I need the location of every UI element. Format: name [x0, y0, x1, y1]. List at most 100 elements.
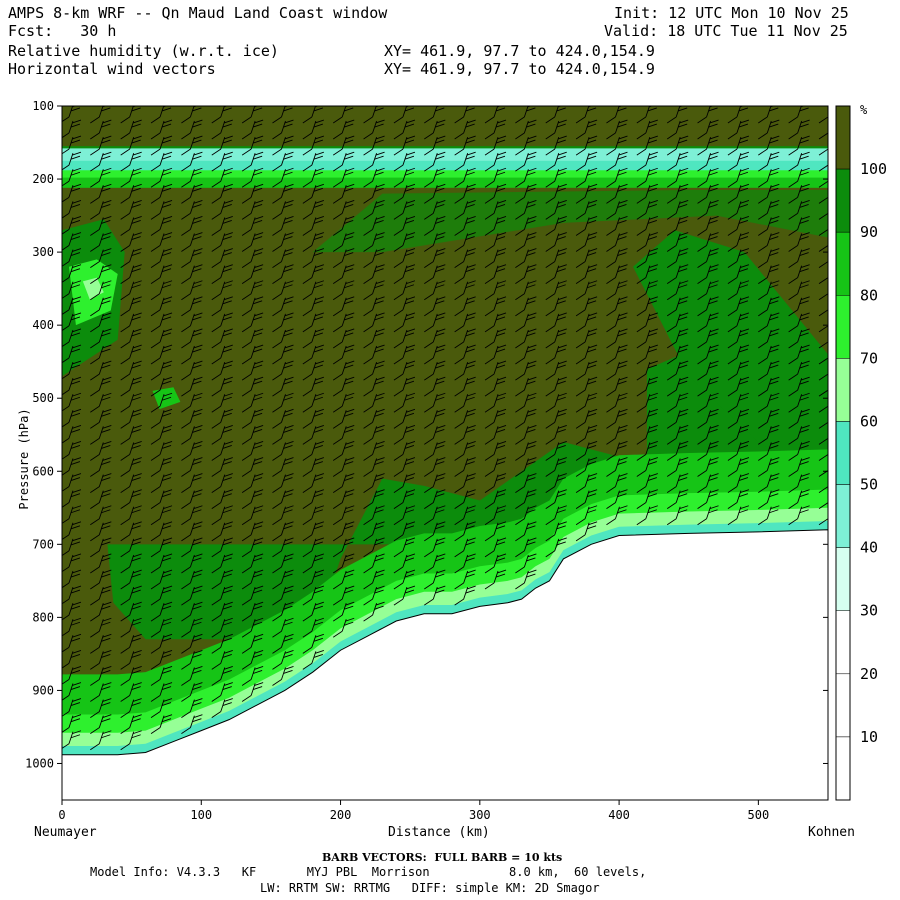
wind-barb: [62, 537, 82, 557]
wind-barb: [211, 119, 233, 140]
wind-barb: [818, 436, 828, 445]
wind-barb: [181, 601, 203, 622]
wind-barb: [363, 441, 385, 461]
wind-barb: [181, 248, 203, 268]
wind-barb: [727, 360, 750, 381]
wind-barb: [393, 537, 416, 558]
wind-barb: [120, 312, 142, 333]
wind-barb: [758, 183, 780, 204]
wind-barb: [241, 119, 264, 140]
wind-barb: [302, 264, 324, 285]
wind-barb: [424, 553, 446, 574]
wind-barb: [515, 296, 537, 317]
wind-barb: [150, 569, 173, 590]
wind-barb: [302, 585, 324, 606]
wind-barb: [515, 553, 537, 574]
wind-barb: [697, 505, 719, 526]
wind-barb: [211, 106, 232, 124]
wind-barb: [211, 151, 233, 172]
wind-barb: [636, 135, 658, 156]
wind-barb: [211, 441, 233, 461]
wind-barb: [788, 151, 810, 172]
wind-barb: [272, 569, 294, 590]
wind-barb: [363, 537, 385, 558]
wind-barb: [272, 312, 294, 333]
wind-barb: [454, 280, 476, 301]
wind-barb: [484, 569, 507, 590]
wind-barb: [727, 248, 750, 268]
wind-barb: [454, 328, 476, 349]
wind-barb: [636, 344, 658, 365]
wind-barb: [363, 183, 385, 204]
wind-barb: [150, 199, 173, 220]
wind-barb: [241, 106, 263, 124]
wind-barb: [302, 135, 324, 156]
wind-barb: [575, 360, 598, 381]
wind-barb: [62, 457, 82, 476]
wind-barb: [515, 441, 537, 461]
wind-barb: [62, 119, 82, 139]
wind-barb: [606, 489, 628, 510]
wind-barb: [150, 441, 173, 461]
wind-barb: [575, 106, 597, 124]
wind-barb: [666, 264, 689, 285]
wind-barb: [62, 183, 82, 203]
wind-barb: [575, 505, 598, 526]
wind-barb: [241, 199, 264, 220]
colorbar: 100 90 80 70 60 50 40 30 20 10%: [835, 103, 887, 801]
wind-barb: [758, 312, 780, 333]
y-tick-label: 300: [32, 245, 54, 259]
wind-barb: [636, 216, 658, 236]
wind-barb: [62, 264, 82, 283]
wind-barb: [758, 424, 780, 445]
wind-barb: [424, 408, 446, 429]
wind-barb: [181, 714, 203, 735]
wind-barb: [150, 360, 173, 381]
wind-barb: [181, 569, 203, 590]
wind-barb: [332, 328, 355, 349]
wind-barb: [424, 521, 446, 542]
wind-barb: [606, 216, 628, 236]
wind-barb: [818, 469, 828, 477]
wind-barb: [393, 441, 416, 461]
wind-barb: [90, 714, 112, 735]
wind-barb: [272, 264, 294, 285]
wind-barb: [575, 135, 598, 156]
wind-barb: [393, 135, 416, 156]
wind-barb: [150, 151, 173, 172]
wind-barb: [454, 489, 476, 510]
wind-barb: [150, 312, 173, 333]
wind-barb: [666, 344, 689, 365]
wind-barb: [424, 457, 446, 477]
wind-barb: [636, 441, 658, 461]
wind-barb: [424, 248, 446, 268]
wind-barb: [150, 344, 173, 365]
wind-barb: [211, 633, 233, 654]
wind-barb: [636, 424, 658, 445]
wind-barb: [424, 376, 446, 397]
wind-barb: [150, 666, 173, 686]
wind-barb: [181, 183, 203, 204]
wind-barb: [697, 473, 719, 493]
wind-barb: [424, 280, 446, 301]
wind-barb: [758, 119, 780, 140]
wind-barb: [424, 344, 446, 365]
wind-barb: [606, 183, 628, 204]
wind-barb: [241, 312, 264, 333]
wind-barb: [818, 131, 828, 140]
wind-barb: [393, 216, 416, 236]
wind-barb: [272, 505, 294, 526]
wind-barb: [150, 376, 173, 397]
wind-barb: [241, 408, 264, 429]
wind-barb: [697, 151, 719, 172]
wind-barb: [454, 167, 476, 188]
wind-barb: [302, 601, 324, 622]
wind-barb: [150, 489, 173, 510]
wind-barb: [211, 698, 233, 718]
wind-barb: [62, 344, 82, 364]
wind-barb: [90, 344, 112, 365]
wind-barb: [363, 489, 385, 510]
wind-barb: [788, 360, 810, 381]
x-axis-label: Distance (km): [388, 825, 490, 840]
wind-barb: [241, 521, 264, 542]
